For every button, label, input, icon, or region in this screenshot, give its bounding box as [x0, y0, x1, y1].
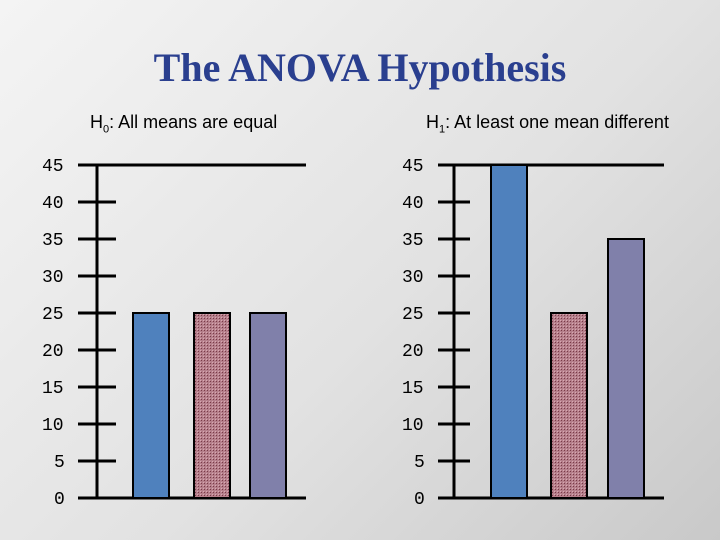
- y-tick-label: 25: [402, 305, 424, 325]
- h0-text: : All means are equal: [109, 112, 278, 132]
- y-tick-label: 45: [42, 157, 64, 177]
- y-tick-label: 15: [42, 379, 64, 399]
- y-tick-label: 0: [414, 490, 425, 510]
- bar: [490, 164, 528, 499]
- bar: [249, 312, 287, 499]
- y-tick-label: 10: [42, 416, 64, 436]
- y-tick-label: 20: [402, 342, 424, 362]
- bar: [607, 238, 645, 499]
- y-tick-label: 5: [54, 453, 65, 473]
- y-tick-label: 35: [402, 231, 424, 251]
- y-tick-label: 20: [42, 342, 64, 362]
- y-tick-label: 30: [42, 268, 64, 288]
- h0-symbol: H: [90, 112, 103, 132]
- h1-text: : At least one mean different: [445, 112, 669, 132]
- h1-subscript: 1: [439, 123, 446, 136]
- alternative-hypothesis-label: H1: At least one mean different: [426, 112, 669, 136]
- h1-symbol: H: [426, 112, 439, 132]
- bar: [193, 312, 231, 499]
- y-tick-label: 5: [414, 453, 425, 473]
- y-tick-label: 0: [54, 490, 65, 510]
- slide-title: The ANOVA Hypothesis: [153, 45, 567, 90]
- y-tick-label: 15: [402, 379, 424, 399]
- y-tick-label: 35: [42, 231, 64, 251]
- bar: [132, 312, 170, 499]
- y-tick-label: 40: [402, 194, 424, 214]
- y-tick-label: 40: [42, 194, 64, 214]
- h0-subscript: 0: [103, 123, 110, 136]
- null-hypothesis-label: H0: All means are equal: [90, 112, 277, 136]
- y-tick-label: 10: [402, 416, 424, 436]
- y-tick-label: 30: [402, 268, 424, 288]
- bar: [550, 312, 588, 499]
- y-tick-label: 25: [42, 305, 64, 325]
- y-tick-label: 45: [402, 157, 424, 177]
